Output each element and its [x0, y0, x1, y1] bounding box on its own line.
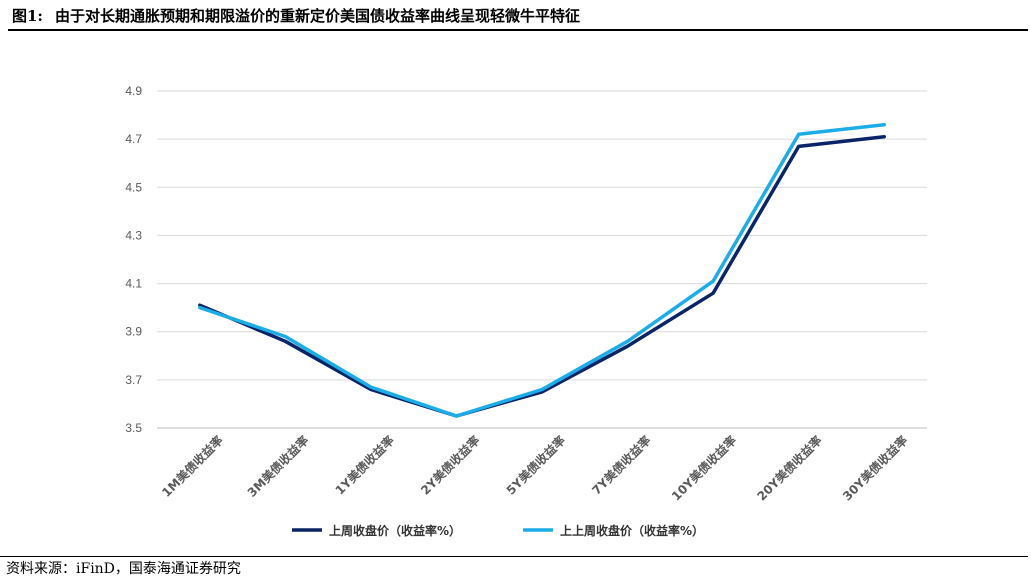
figure-title: 由于对长期通胀预期和期限溢价的重新定价美国债收益率曲线呈现轻微牛平特征	[54, 7, 580, 25]
y-tick-label: 3.5	[125, 421, 142, 435]
x-tick-label: 7Y美债收益率	[589, 433, 654, 498]
y-tick-label: 4.3	[125, 228, 142, 242]
x-tick-label: 20Y美债收益率	[754, 433, 825, 504]
y-tick-label: 4.1	[125, 277, 142, 291]
x-tick-label: 1M美债收益率	[159, 433, 226, 500]
y-axis-ticks: 3.5 3.7 3.9 4.1 4.3 4.5 4.7 4.9	[125, 84, 142, 435]
yield-curve-chart: 3.53.73.94.14.34.54.74.9 1M美债收益率 3M美债收益率 1…	[125, 84, 927, 538]
x-tick-label: 1Y美债收益率	[332, 433, 397, 498]
y-tick-label: 4.5	[125, 180, 142, 194]
x-tick-label: 10Y美债收益率	[668, 433, 739, 504]
y-tick-label: 4.7	[125, 132, 142, 146]
grid-lines	[157, 90, 927, 429]
legend-label-1: 上周收盘价（收益率%）	[329, 523, 461, 538]
x-tick-label: 30Y美债收益率	[839, 433, 910, 504]
series-line-1	[198, 134, 886, 418]
x-tick-label: 5Y美债收益率	[503, 433, 568, 498]
y-tick-label: 3.9	[125, 325, 142, 339]
x-tick-label: 2Y美债收益率	[417, 433, 482, 498]
source-note: 资料来源：iFinD，国泰海通证券研究	[0, 556, 1028, 581]
legend: 上周收盘价（收益率%） 上上周收盘价（收益率%）	[292, 523, 704, 538]
figure-title-bar: 图1: 由于对长期通胀预期和期限溢价的重新定价美国债收益率曲线呈现轻微牛平特征	[8, 2, 1028, 31]
legend-label-2: 上上周收盘价（收益率%）	[560, 523, 704, 538]
x-tick-label: 3M美债收益率	[244, 433, 311, 500]
y-tick-label: 3.7	[125, 373, 142, 387]
series-lines	[198, 122, 886, 418]
y-tick-label: 4.9	[125, 84, 142, 98]
x-axis-ticks: 1M美债收益率 3M美债收益率 1Y美债收益率 2Y美债收益率 5Y美债收益率 7Y美债收…	[159, 433, 911, 504]
figure-label: 图1:	[12, 7, 43, 25]
series-line-2	[198, 122, 886, 418]
